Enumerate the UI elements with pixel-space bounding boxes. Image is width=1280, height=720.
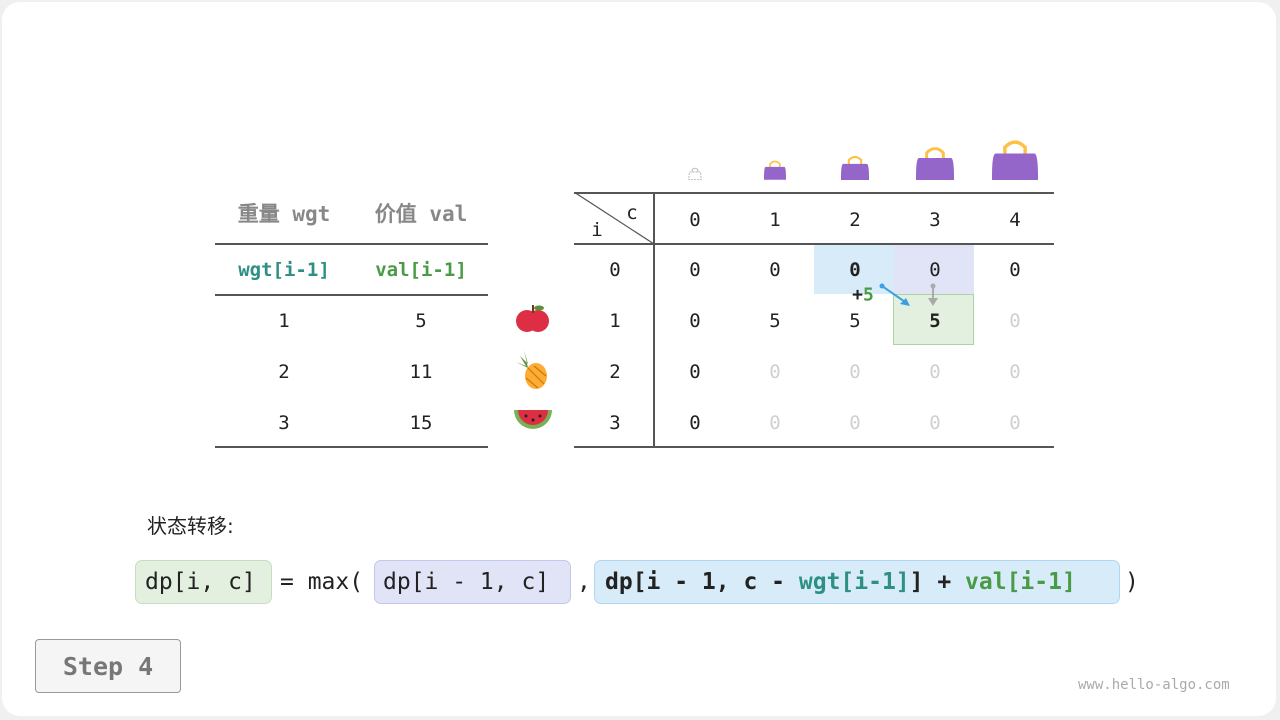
dp-cell: 5 bbox=[849, 310, 861, 332]
dp-cell: 0 bbox=[769, 361, 781, 383]
subheader-val: val[i-1] bbox=[375, 259, 467, 281]
header-weight: 重量 wgt bbox=[237, 202, 331, 226]
transition-arrows bbox=[879, 283, 938, 306]
row-label: 3 bbox=[609, 412, 621, 434]
pineapple-icon bbox=[516, 350, 547, 389]
subheader-wgt: wgt[i-1] bbox=[238, 259, 330, 281]
row-label: 1 bbox=[609, 310, 621, 332]
bag-icon bbox=[688, 168, 702, 180]
dp-cell: 0 bbox=[1009, 361, 1021, 383]
item-value: 5 bbox=[415, 310, 427, 332]
dp-cell: 0 bbox=[929, 259, 941, 281]
bag-icon bbox=[841, 155, 869, 180]
dp-cell: 5 bbox=[769, 310, 781, 332]
watermark: www.hello-algo.com bbox=[1078, 677, 1230, 693]
dp-cell: 0 bbox=[929, 361, 941, 383]
dp-cell: 0 bbox=[849, 361, 861, 383]
item-value: 15 bbox=[409, 412, 433, 434]
dp-cell: 0 bbox=[1009, 259, 1021, 281]
corner-i: i bbox=[591, 219, 603, 241]
dp-cell: 0 bbox=[689, 361, 701, 383]
item-weight: 1 bbox=[278, 310, 290, 332]
item-value: 11 bbox=[409, 361, 433, 383]
formula-option-1: dp[i - 1, c] bbox=[383, 569, 550, 595]
capacity-header: 0 bbox=[689, 209, 701, 231]
dp-cell: 0 bbox=[849, 259, 861, 281]
dp-cell: 0 bbox=[689, 259, 701, 281]
watermelon-icon bbox=[514, 410, 552, 429]
formula-comma: , bbox=[577, 569, 591, 595]
dp-cell: 0 bbox=[769, 412, 781, 434]
row-label: 2 bbox=[609, 361, 621, 383]
step-button[interactable]: Step 4 bbox=[35, 639, 181, 693]
formula-max: = max( bbox=[280, 569, 364, 595]
dp-cell: 0 bbox=[929, 412, 941, 434]
corner-c: c bbox=[626, 202, 638, 224]
capacity-header: 2 bbox=[849, 209, 861, 231]
capacity-header: 3 bbox=[929, 209, 941, 231]
formula-lhs: dp[i, c] bbox=[145, 569, 256, 595]
formula-close: ) bbox=[1125, 569, 1139, 595]
row-label: 0 bbox=[609, 259, 621, 281]
plus-annotation: +5 bbox=[852, 284, 874, 306]
dp-cell: 0 bbox=[1009, 310, 1021, 332]
item-weight: 2 bbox=[278, 361, 290, 383]
dp-cell: 5 bbox=[929, 310, 941, 332]
bag-icon bbox=[764, 160, 786, 180]
dp-cell: 0 bbox=[769, 259, 781, 281]
transition-label: 状态转移: bbox=[147, 514, 234, 538]
dp-cell: 0 bbox=[689, 412, 701, 434]
capacity-header: 4 bbox=[1009, 209, 1021, 231]
bag-icon bbox=[916, 146, 954, 180]
dp-cell: 0 bbox=[1009, 412, 1021, 434]
bag-icon bbox=[992, 139, 1038, 180]
capacity-header: 1 bbox=[769, 209, 781, 231]
formula-option-2: dp[i - 1, c - wgt[i-1]] + val[i-1] bbox=[605, 569, 1076, 595]
dp-cell: 0 bbox=[689, 310, 701, 332]
dp-cell: 0 bbox=[849, 412, 861, 434]
item-weight: 3 bbox=[278, 412, 290, 434]
apple-icon bbox=[516, 305, 549, 332]
header-value: 价值 val bbox=[374, 202, 468, 226]
